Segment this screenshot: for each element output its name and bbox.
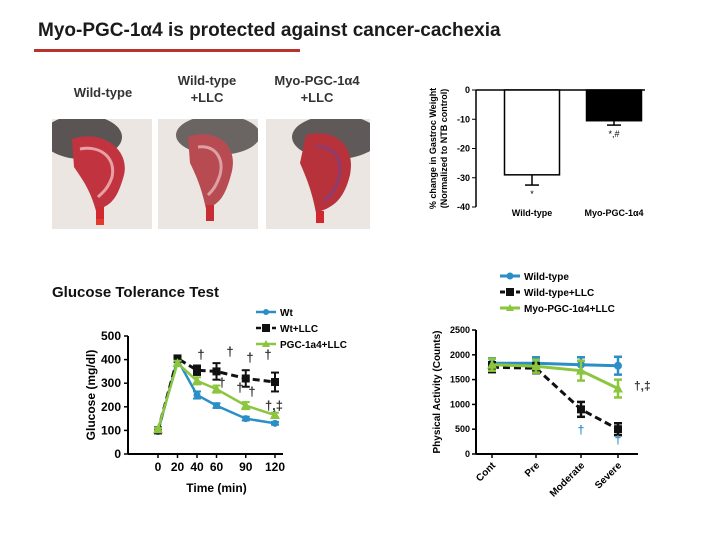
y-axis-label: Physical Activity (Counts) — [432, 331, 443, 454]
gtt-significance-mark: †,‡ — [265, 398, 283, 413]
activity-legend-label: Myo-PGC-1α4+LLC — [524, 304, 615, 315]
gtt-significance-mark: † — [236, 380, 243, 395]
y-tick-label: 400 — [101, 353, 121, 367]
activity-point-Wild-type — [614, 361, 622, 370]
gtt-point-PGC-1a4+LLC — [192, 375, 202, 385]
gtt-significance-mark: † — [197, 347, 204, 362]
gtt-point-Wt+LLC — [241, 374, 250, 383]
y-tick-label: 0 — [114, 447, 121, 461]
gtt-point-PGC-1a4+LLC — [172, 358, 183, 368]
gastroc-weight-chart: 0 -10 -20 -30 -40 * Wild-type *,# Myo-PGC-1α4 % c… — [428, 85, 645, 218]
gtt-significance-mark: † — [246, 350, 253, 365]
x-tick-label: 0 — [155, 460, 162, 474]
bar-annotation: * — [530, 189, 534, 199]
gtt-point-PGC-1a4+LLC — [153, 424, 163, 434]
activity-point-Wild-type+LLC — [577, 405, 585, 414]
x-tick-label: 90 — [239, 460, 253, 474]
activity-legend-marker — [506, 304, 514, 311]
y-axis-label-line1: % change in Gastroc Weight — [428, 88, 438, 209]
x-tick-label: Moderate — [548, 460, 588, 500]
x-tick-label: 40 — [190, 460, 204, 474]
x-tick-label: Pre — [523, 460, 542, 479]
activity-chart: 0 500 1000 1500 2000 2500 Cont Pre Moderate Sever… — [432, 272, 651, 500]
gtt-line-PGC-1a4+LLC — [156, 360, 276, 430]
gtt-significance-mark: † — [218, 375, 225, 390]
activity-significance-mark: † — [578, 423, 585, 437]
activity-legend-label: Wild-type — [524, 272, 569, 283]
bar-Myo-PGC-1α4 — [585, 89, 643, 122]
activity-significance-mark: † — [615, 433, 622, 447]
y-tick-label: 100 — [101, 423, 121, 437]
gtt-chart: 0 100 200 300 400 500 0 20 40 60 90 120 Time (min) Gl… — [84, 308, 347, 495]
y-tick-label: 300 — [101, 376, 121, 390]
x-tick-label: 60 — [210, 460, 224, 474]
gtt-legend-label: Wt+LLC — [280, 324, 318, 335]
gtt-point-Wt+LLC — [193, 366, 201, 375]
activity-line-Wild-type+LLC — [491, 365, 619, 431]
gtt-legend-marker — [262, 324, 270, 332]
x-tick-label: Wild-type — [512, 208, 552, 218]
x-axis-label: Time (min) — [186, 481, 246, 495]
activity-legend-marker — [506, 288, 514, 296]
y-axis-label-line2: (Normalized to NTB control) — [439, 89, 449, 209]
y-tick-label: -20 — [457, 144, 470, 154]
y-axis-label: Glucose (mg/dl) — [84, 350, 98, 441]
activity-line-Myo-PGC-1α4+LLC — [491, 363, 619, 390]
gtt-point-Wt+LLC — [271, 378, 279, 387]
y-tick-label: 500 — [101, 329, 121, 343]
gtt-legend-marker — [262, 340, 270, 347]
gtt-legend-marker — [263, 309, 269, 315]
gtt-point-PGC-1a4+LLC — [240, 400, 251, 410]
title-underline — [34, 49, 300, 52]
gtt-title: Glucose Tolerance Test — [52, 284, 219, 301]
muscle-photo-wildtype — [52, 119, 152, 229]
y-tick-label: 500 — [455, 424, 470, 434]
activity-point-Myo-PGC-1α4+LLC — [487, 359, 497, 369]
gtt-significance-mark: † — [248, 384, 255, 399]
gtt-point-PGC-1a4+LLC — [270, 410, 280, 420]
gtt-point-Wt — [242, 415, 250, 423]
slide-title: Myo-PGC-1α4 is protected against cancer-… — [38, 20, 501, 41]
muscle-photo-pgc-llc — [266, 119, 370, 229]
gtt-legend-label: Wt — [280, 308, 293, 319]
bar-Wild-type — [503, 89, 561, 176]
x-tick-label: Cont — [474, 460, 498, 484]
y-tick-label: -10 — [457, 114, 470, 124]
gtt-point-PGC-1a4+LLC — [211, 384, 222, 394]
activity-point-Wild-type+LLC — [614, 425, 622, 434]
y-tick-label: -30 — [457, 173, 470, 183]
activity-line-Wild-type — [492, 361, 619, 368]
activity-point-Myo-PGC-1α4+LLC — [576, 365, 586, 375]
activity-legend-marker — [506, 272, 514, 280]
gtt-point-Wt — [213, 402, 220, 410]
y-tick-label: 2500 — [450, 325, 470, 335]
gtt-legend-label: PGC-1a4+LLC — [280, 340, 347, 351]
x-tick-label: Myo-PGC-1α4 — [584, 208, 643, 218]
x-tick-label: Severe — [593, 460, 624, 491]
gtt-point-Wt — [271, 419, 279, 427]
gtt-significance-mark: † — [264, 347, 271, 362]
bar-annotation: *,# — [608, 129, 619, 139]
activity-point-Myo-PGC-1α4+LLC — [613, 383, 623, 393]
gtt-point-Wt — [193, 391, 201, 399]
x-tick-label: 20 — [171, 460, 185, 474]
activity-point-Myo-PGC-1α4+LLC — [531, 361, 541, 371]
y-tick-label: 1500 — [450, 375, 470, 385]
photo-label-wildtype-llc: Wild-type +LLC — [177, 73, 237, 105]
y-tick-label: 0 — [465, 449, 470, 459]
y-tick-label: 0 — [465, 85, 470, 95]
y-tick-label: 2000 — [450, 350, 470, 360]
muscle-photo-wildtype-llc — [158, 119, 258, 229]
activity-significance-mark: †,‡ — [634, 379, 651, 393]
gtt-point-Wt+LLC — [212, 367, 221, 376]
y-tick-label: -40 — [457, 202, 470, 212]
activity-legend-label: Wild-type+LLC — [524, 288, 594, 299]
photo-label-wildtype: Wild-type — [73, 85, 133, 100]
x-tick-label: 120 — [265, 460, 285, 474]
gtt-significance-mark: † — [226, 344, 233, 359]
y-tick-label: 1000 — [450, 399, 470, 409]
photo-label-pgc-llc: Myo-PGC-1α4 +LLC — [274, 73, 360, 105]
y-tick-label: 200 — [101, 400, 121, 414]
